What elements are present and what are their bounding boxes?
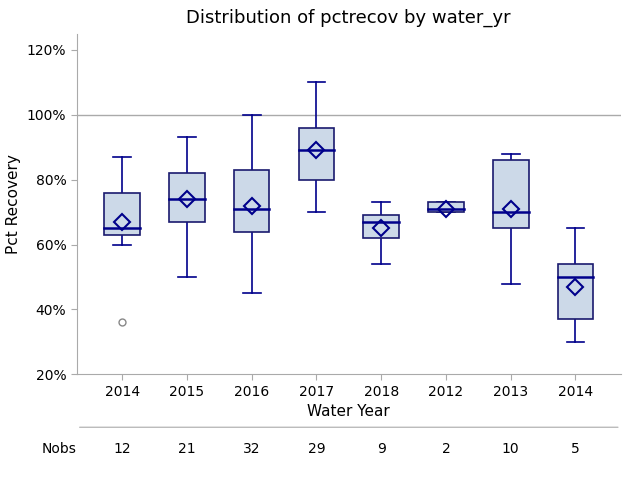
Text: Nobs: Nobs (42, 443, 77, 456)
Y-axis label: Pct Recovery: Pct Recovery (6, 154, 21, 254)
Text: 2: 2 (442, 443, 451, 456)
Text: 5: 5 (571, 443, 580, 456)
Text: 21: 21 (178, 443, 196, 456)
FancyBboxPatch shape (169, 173, 205, 222)
FancyBboxPatch shape (364, 216, 399, 238)
Title: Distribution of pctrecov by water_yr: Distribution of pctrecov by water_yr (186, 9, 511, 27)
Text: 32: 32 (243, 443, 260, 456)
X-axis label: Water Year: Water Year (307, 404, 390, 420)
FancyBboxPatch shape (104, 192, 140, 235)
Text: 10: 10 (502, 443, 520, 456)
FancyBboxPatch shape (493, 160, 529, 228)
FancyBboxPatch shape (428, 203, 464, 212)
Text: 29: 29 (308, 443, 325, 456)
FancyBboxPatch shape (557, 264, 593, 319)
Text: 12: 12 (113, 443, 131, 456)
Text: 9: 9 (377, 443, 386, 456)
FancyBboxPatch shape (234, 170, 269, 231)
FancyBboxPatch shape (299, 128, 334, 180)
